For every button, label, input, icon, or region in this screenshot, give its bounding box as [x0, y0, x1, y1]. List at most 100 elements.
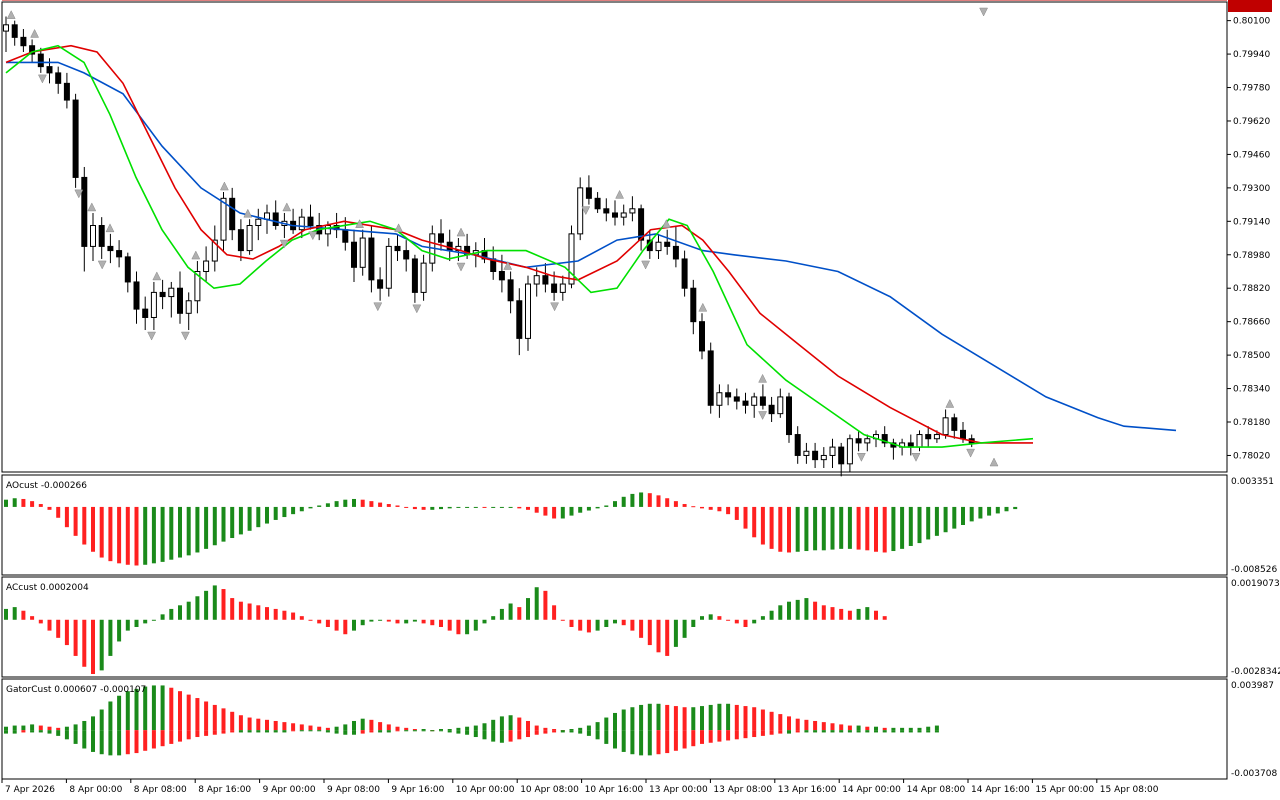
candle-body — [63, 82, 70, 101]
candle-body — [742, 400, 749, 406]
gator-lower-bar — [360, 730, 365, 734]
gator-upper-bar — [900, 727, 905, 731]
candle-body — [72, 99, 79, 178]
gator-upper-bar — [386, 724, 391, 731]
histogram-bar — [569, 506, 574, 516]
candle-body — [516, 300, 523, 339]
gator-lower-bar — [378, 730, 383, 733]
candle-body — [142, 308, 149, 318]
histogram-bar — [586, 619, 591, 633]
candle-body — [812, 450, 819, 461]
histogram-bar — [943, 506, 948, 533]
time-tick-label: 9 Apr 00:00 — [263, 785, 316, 795]
gator-lower-bar — [847, 730, 852, 733]
histogram-bar — [787, 506, 791, 553]
histogram-bar — [726, 506, 731, 515]
candle-body — [916, 434, 923, 448]
gator-upper-bar — [526, 720, 530, 731]
histogram-bar — [38, 619, 43, 624]
gator-lower-bar — [543, 730, 548, 734]
gator-lower-bar — [395, 730, 400, 732]
gator-lower-bar — [186, 730, 191, 740]
histogram-bar — [64, 619, 69, 646]
fractal-up-marker — [661, 219, 671, 228]
histogram-bar — [769, 506, 774, 549]
histogram-bar — [473, 619, 478, 631]
gator-lower-bar — [760, 730, 765, 736]
gator-lower-bar — [343, 730, 348, 735]
candle-body — [351, 241, 357, 268]
histogram-bar — [891, 506, 896, 552]
gator-lower-bar — [143, 730, 148, 751]
candle-body — [55, 72, 62, 84]
histogram-bar — [178, 605, 182, 620]
candle-body — [542, 275, 549, 285]
gator-upper-bar — [151, 685, 156, 731]
histogram-bar — [186, 506, 191, 556]
gator-upper-bar — [752, 707, 757, 731]
histogram-bar — [534, 587, 539, 620]
time-tick-label: 9 Apr 08:00 — [327, 785, 380, 795]
histogram-bar — [212, 585, 217, 620]
gator-lower-bar — [874, 730, 878, 733]
time-tick-label: 10 Apr 00:00 — [456, 785, 515, 795]
histogram-bar — [604, 619, 609, 627]
histogram-bar — [247, 506, 252, 531]
gator-upper-bar — [595, 722, 600, 731]
candle-body — [925, 434, 932, 440]
histogram-bar — [125, 619, 130, 631]
histogram-bar — [412, 619, 417, 622]
candle-body — [803, 450, 810, 456]
gator-upper-bar — [334, 726, 339, 731]
gator-lower-bar — [882, 730, 887, 733]
ma-red-line — [5, 44, 1033, 444]
gator-upper-bar — [665, 704, 670, 731]
gator-upper-bar — [700, 706, 704, 731]
histogram-bar — [230, 598, 235, 620]
gator-upper-bar — [343, 724, 348, 731]
fractal-up-marker — [191, 250, 201, 260]
histogram-bar — [143, 506, 148, 565]
gator-upper-bar — [47, 726, 52, 731]
gator-upper-bar — [656, 703, 661, 731]
histogram-bar — [56, 506, 61, 518]
histogram-bar — [325, 503, 330, 507]
time-axis: 7 Apr 2026 8 Apr 00:00 8 Apr 08:00 8 Apr 16… — [1, 779, 1159, 795]
candle-body — [716, 392, 723, 406]
fractal-up-marker — [758, 373, 768, 383]
gator-upper-bar — [73, 724, 78, 731]
ao-histogram — [4, 492, 1018, 566]
fractal-down-marker — [856, 453, 866, 462]
gator-upper-bar — [91, 716, 95, 731]
gator-upper-bar — [552, 729, 557, 731]
gator-lower-bar — [82, 730, 87, 749]
histogram-bar — [108, 619, 113, 656]
candle-body — [603, 208, 610, 214]
histogram-bar — [839, 506, 844, 549]
gator-lower-bar — [604, 730, 609, 744]
gator-upper-bar — [482, 723, 487, 731]
gator-lower-bar — [151, 730, 156, 749]
histogram-bar — [169, 608, 174, 620]
gator-upper-bar — [856, 725, 861, 731]
gator-upper-bar — [787, 716, 791, 731]
gator-upper-bar — [21, 725, 26, 731]
gator-upper-bar — [291, 723, 296, 731]
fractal-down-marker — [74, 189, 84, 199]
fractal-up-marker — [456, 227, 466, 237]
gator-lower-bar — [934, 730, 939, 733]
histogram-bar — [961, 506, 965, 525]
gator-upper-bar — [708, 704, 713, 731]
gator-upper-bar — [299, 724, 304, 731]
gator-upper-bar — [378, 722, 383, 731]
histogram-bar — [1013, 506, 1018, 510]
gator-upper-bar — [308, 725, 313, 731]
ao-panel-frame — [1, 474, 1228, 576]
fractal-up-marker — [152, 271, 162, 281]
histogram-bar — [73, 619, 78, 656]
gator-lower-bar — [256, 730, 261, 733]
candle-body — [777, 396, 784, 415]
histogram-bar — [125, 506, 130, 565]
gator-lower-bar — [508, 730, 513, 742]
